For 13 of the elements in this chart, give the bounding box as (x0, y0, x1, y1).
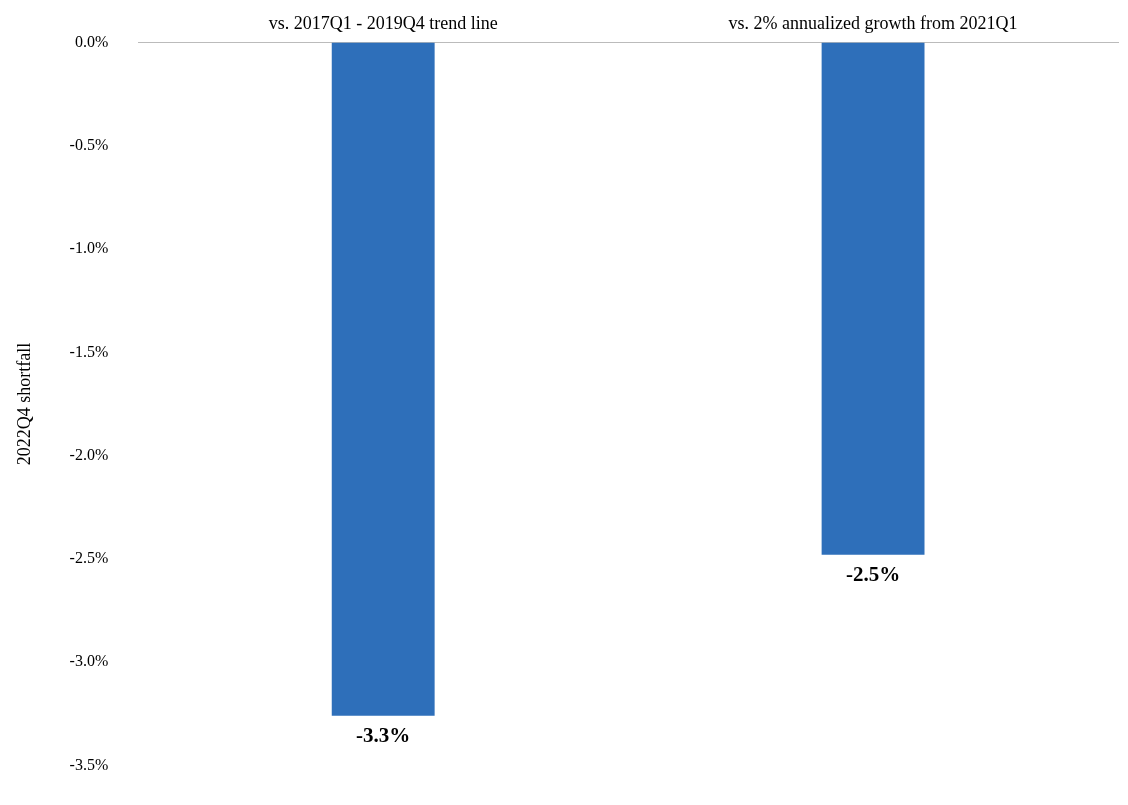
y-tick-label: -2.5% (69, 549, 109, 567)
x-tick-label: vs. 2017Q1 - 2019Q4 trend line (268, 12, 498, 33)
y-tick-label: -0.5% (69, 136, 109, 154)
y-tick-label: -1.5% (69, 342, 109, 360)
x-tick-label: vs. 2% annualized growth from 2021Q1 (728, 12, 1018, 33)
y-axis-title: 2022Q4 shortfall (13, 342, 34, 466)
y-tick-label: 0.0% (74, 32, 109, 50)
y-tick-label: -3.5% (69, 755, 109, 773)
data-label: -2.5% (845, 561, 901, 586)
y-tick-label: -2.0% (69, 445, 109, 463)
y-tick-label: -1.0% (69, 239, 109, 257)
data-label: -3.3% (356, 722, 411, 747)
y-tick-label: -3.0% (69, 652, 109, 670)
